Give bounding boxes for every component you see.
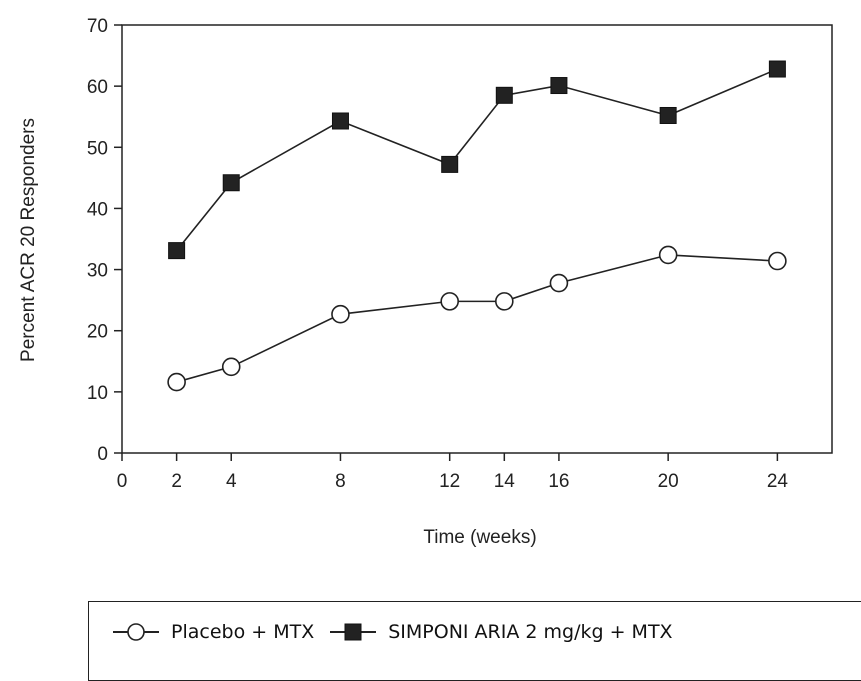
- data-point: [495, 86, 513, 104]
- data-point: [167, 372, 186, 392]
- y-tick-label: 70: [87, 16, 108, 37]
- x-axis-label: Time (weeks): [423, 527, 536, 548]
- series-2: [168, 60, 786, 260]
- y-tick-label: 40: [87, 199, 108, 220]
- legend-label-placebo: Placebo + MTX: [171, 621, 315, 643]
- data-point: [495, 292, 514, 311]
- series-line: [175, 68, 778, 252]
- axes: [121, 24, 833, 454]
- x-tick-label: 20: [658, 471, 679, 492]
- x-tick-label: 12: [439, 471, 460, 492]
- x-tick-label: 0: [117, 471, 128, 492]
- y-tick-label: 50: [87, 138, 108, 159]
- data-point: [550, 77, 568, 95]
- x-tick-label: 2: [171, 471, 182, 492]
- x-tick-label: 4: [226, 471, 237, 492]
- data-point: [440, 292, 459, 311]
- y-tick-label: 20: [87, 322, 108, 343]
- x-tick-label: 8: [335, 471, 346, 492]
- x-tick-label: 16: [548, 471, 569, 492]
- data-point: [768, 60, 786, 78]
- plot-area-frame: [121, 24, 833, 454]
- legend-open-circle-line-icon: [113, 623, 159, 641]
- data-point: [222, 174, 240, 192]
- data-point: [549, 273, 569, 293]
- data-point: [441, 155, 459, 173]
- y-axis-label: Percent ACR 20 Responders: [18, 118, 39, 362]
- legend-item-simponi: SIMPONI ARIA 2 mg/kg + MTX: [328, 621, 673, 643]
- data-point: [658, 245, 678, 265]
- y-tick-label: 10: [87, 383, 108, 404]
- data-point: [331, 304, 350, 324]
- data-point: [221, 357, 241, 377]
- data-point: [768, 251, 787, 271]
- y-tick-label: 0: [97, 444, 108, 465]
- y-tick-label: 30: [87, 261, 108, 282]
- data-point: [331, 112, 349, 130]
- series-line: [176, 254, 778, 383]
- x-tick-label: 24: [767, 471, 789, 492]
- legend-label-simponi: SIMPONI ARIA 2 mg/kg + MTX: [388, 621, 673, 643]
- data-point: [168, 242, 186, 260]
- legend: Placebo + MTX SIMPONI ARIA 2 mg/kg + MTX: [88, 601, 861, 681]
- data-point: [659, 106, 677, 124]
- legend-filled-square-line-icon: [330, 623, 377, 641]
- series-layer: [167, 60, 787, 392]
- y-tick-label: 60: [87, 77, 108, 98]
- legend-item-placebo: Placebo + MTX: [111, 621, 314, 643]
- x-tick-label: 14: [494, 471, 516, 492]
- series-1: [167, 245, 787, 392]
